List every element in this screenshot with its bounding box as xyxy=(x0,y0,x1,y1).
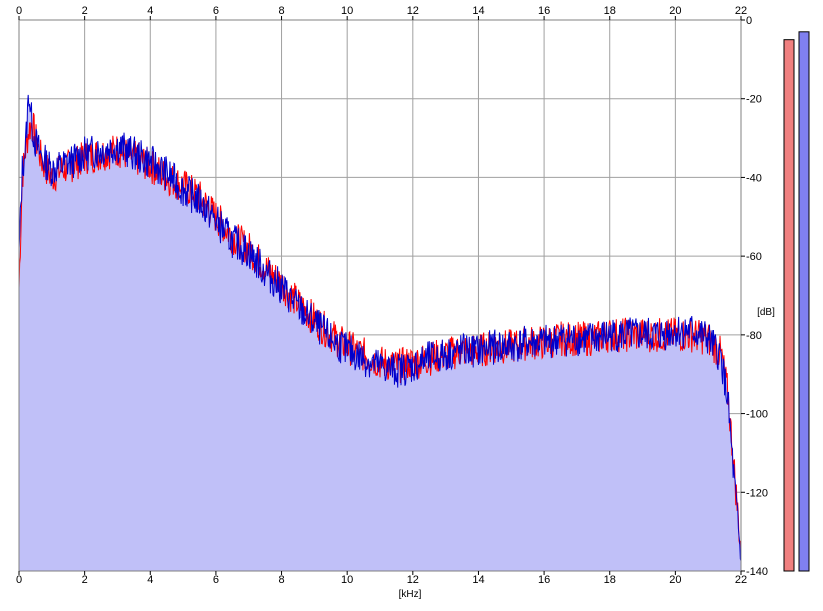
x-tick-label-bottom: 0 xyxy=(16,574,22,586)
series-blue-line xyxy=(18,94,742,561)
y-tick-label: -120 xyxy=(746,487,768,499)
x-tick-label-bottom: 14 xyxy=(472,574,484,586)
spectrum-fill xyxy=(19,94,741,572)
x-tick-label-bottom: 10 xyxy=(341,574,353,586)
x-tick-label-top: 14 xyxy=(472,5,484,17)
x-tick-label-bottom: 6 xyxy=(213,574,219,586)
x-tick-label-top: 4 xyxy=(147,5,153,17)
y-tick-label: 0 xyxy=(746,15,752,27)
y-tick-label: -40 xyxy=(746,172,762,184)
y-tick-label: -20 xyxy=(746,94,762,106)
x-tick-label-bottom: 18 xyxy=(604,574,616,586)
axes xyxy=(18,16,745,575)
series-layer xyxy=(18,94,742,572)
x-tick-label-top: 0 xyxy=(16,5,22,17)
level-meter-bar xyxy=(783,39,795,572)
y-tick-label: -80 xyxy=(746,330,762,342)
x-tick-label-top: 22 xyxy=(735,5,747,17)
x-tick-label-bottom: 2 xyxy=(82,574,88,586)
tick-labels: 002244668810101212141416161818202022220-… xyxy=(16,5,768,586)
plot-border xyxy=(18,19,742,572)
y-tick-label: -140 xyxy=(746,566,768,578)
level-meters xyxy=(783,31,810,572)
y-tick-label: -100 xyxy=(746,409,768,421)
x-tick-label-top: 12 xyxy=(407,5,419,17)
x-tick-label-top: 6 xyxy=(213,5,219,17)
x-tick-label-bottom: 8 xyxy=(278,574,284,586)
x-tick-label-top: 20 xyxy=(669,5,681,17)
x-axis-label: [kHz] xyxy=(399,589,422,600)
x-tick-label-bottom: 16 xyxy=(538,574,550,586)
x-tick-label-bottom: 12 xyxy=(407,574,419,586)
level-meter-bar xyxy=(798,31,810,572)
x-tick-label-top: 18 xyxy=(604,5,616,17)
y-axis-label: [dB] xyxy=(757,307,775,318)
x-tick-label-top: 16 xyxy=(538,5,550,17)
x-tick-label-bottom: 22 xyxy=(735,574,747,586)
x-tick-label-top: 2 xyxy=(82,5,88,17)
x-tick-label-bottom: 4 xyxy=(147,574,153,586)
x-tick-label-top: 10 xyxy=(341,5,353,17)
y-tick-label: -60 xyxy=(746,251,762,263)
x-tick-label-bottom: 20 xyxy=(669,574,681,586)
x-tick-label-top: 8 xyxy=(278,5,284,17)
